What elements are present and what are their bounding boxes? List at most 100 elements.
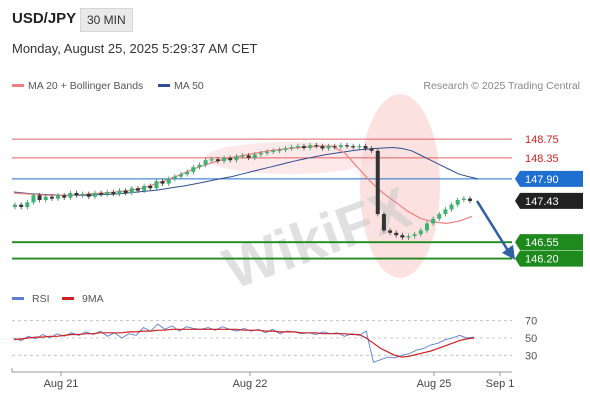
candle-body (289, 147, 294, 149)
datetime-label: Monday, August 25, 2025 5:29:37 AM CET (12, 41, 258, 56)
candle-body (265, 151, 270, 154)
level-tag-147.90 (515, 170, 583, 187)
level-tag-label-146.20: 146.20 (525, 254, 559, 266)
candle-body (37, 195, 42, 200)
forecast-arrow-head (502, 244, 515, 260)
rsi-swatch (12, 297, 24, 300)
ma20-swatch (12, 83, 24, 87)
x-tick-label-2: Aug 25 (417, 378, 452, 390)
candle-body (203, 160, 208, 165)
rsi-series-9MA (13, 328, 475, 358)
candle-body (222, 157, 227, 162)
level-label-148.35: 148.35 (525, 153, 559, 165)
level-tag-label-147.90: 147.90 (525, 174, 559, 186)
candle-body (105, 192, 110, 195)
candle-body (92, 192, 97, 197)
candle-body (418, 230, 423, 235)
candle-body (351, 146, 356, 148)
candle-body (56, 195, 61, 199)
candle-body (363, 146, 368, 149)
ma-swatch (62, 297, 74, 300)
candle-body (301, 146, 306, 148)
rsi-panel: 70 50 30 (12, 316, 537, 363)
candle-body (62, 195, 67, 198)
candle-body (246, 155, 251, 158)
price-levels (12, 138, 512, 260)
candle-body (424, 223, 429, 231)
candle-body (209, 159, 214, 161)
candle-body (123, 190, 128, 193)
candle-body (375, 150, 380, 215)
rsi-tick-50: 50 (525, 333, 537, 345)
ma50-swatch (158, 83, 170, 87)
forecast-arrow (475, 200, 515, 260)
candle-body (240, 155, 245, 157)
candle-body (314, 145, 319, 147)
legend-ma50-label: MA 50 (174, 80, 204, 92)
candle-body (142, 185, 147, 191)
ma-legend-label: 9MA (82, 293, 104, 305)
candle-body (443, 209, 448, 215)
candle-body (43, 196, 48, 200)
candles (13, 142, 472, 240)
level-tag-label-147.43: 147.43 (525, 196, 559, 208)
level-tag-146.20 (515, 250, 583, 267)
candle-body (160, 181, 165, 184)
candle-body (332, 146, 337, 148)
candle-body (80, 193, 85, 196)
candle-body (129, 188, 134, 193)
candle-body (31, 195, 36, 203)
x-tick-label-0: Aug 21 (44, 378, 79, 390)
ma50-line (13, 146, 479, 196)
candle-body (25, 202, 30, 208)
candle-body (295, 146, 300, 148)
legend-ma20-label: MA 20 + Bollinger Bands (28, 80, 144, 92)
rsi-tick-30: 30 (525, 350, 537, 362)
watermark: WikiFX (215, 175, 419, 302)
candle-body (277, 149, 282, 152)
x-axis: Aug 21 Aug 22 Aug 25 Sep 1 (11, 368, 514, 390)
candle-body (258, 153, 263, 155)
legend-ma20: MA 20 + Bollinger Bands (12, 80, 143, 92)
candle-body (338, 145, 343, 148)
price-tags: 148.75 148.35 147.90 147.43 146.55 146.20 (515, 134, 583, 267)
chart-header: USD/JPY 30 MIN (0, 0, 590, 36)
rsi-legend-label: RSI (32, 293, 50, 305)
candle-body (369, 148, 374, 151)
candle-body (154, 181, 159, 189)
candle-body (49, 196, 54, 199)
candle-body (412, 234, 417, 237)
candle-body (68, 192, 73, 198)
candle-body (135, 188, 140, 191)
candle-body (357, 146, 362, 148)
candle-body (431, 218, 436, 224)
candle-body (111, 192, 116, 194)
candle-body (406, 236, 411, 238)
x-tick-label-1: Aug 22 (233, 378, 268, 390)
candle-body (74, 192, 79, 196)
level-label-148.75: 148.75 (525, 134, 559, 146)
candle-body (234, 156, 239, 161)
candle-body (13, 204, 17, 208)
candle-body (468, 198, 472, 201)
candle-body (191, 167, 196, 172)
candle-body (400, 235, 405, 238)
candle-body (437, 214, 442, 219)
candle-body (86, 193, 91, 197)
candle-body (449, 204, 454, 210)
candle-body (461, 198, 466, 200)
candle-body (166, 178, 171, 184)
legend-ma50: MA 50 (158, 80, 204, 92)
candle-body (19, 204, 24, 208)
candle-body (320, 146, 325, 149)
candle-body (455, 200, 460, 205)
candle-body (345, 145, 350, 147)
candle-body (172, 176, 177, 179)
candle-body (179, 174, 184, 177)
timeframe-button[interactable]: 30 MIN (80, 8, 133, 32)
candle-body (117, 190, 122, 194)
rsi-tick-70: 70 (525, 316, 537, 328)
candle-body (271, 150, 276, 152)
level-tag-label-146.55: 146.55 (525, 237, 559, 249)
